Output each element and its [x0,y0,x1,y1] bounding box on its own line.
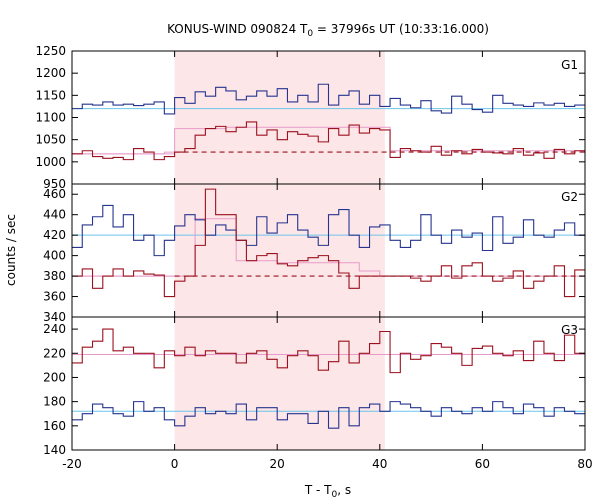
g1-ytick-label: 1200 [35,66,66,80]
chart-title: KONUS-WIND 090824 T0 = 37996s UT (10:33:… [167,22,489,39]
xtick-label: 0 [171,457,179,471]
panel-g3-frame [71,316,586,451]
g3-ytick-label: 180 [43,395,66,409]
panel-g2-series [72,188,585,298]
g2-ytick-label: 380 [43,269,66,283]
g1-ytick-label: 1000 [35,155,66,169]
g2-ytick-label: 400 [43,249,66,263]
g3-blue-histogram [72,401,585,429]
xtick-label: 60 [475,457,490,471]
panel-label-g2: G2 [561,190,578,204]
xtick-label: 80 [577,457,592,471]
xtick-label: 40 [372,457,387,471]
g2-ytick-label: 440 [43,208,66,222]
y-axis-label: counts / sec [4,214,18,286]
g2-ytick-label: 340 [43,310,66,324]
g2-blue-histogram [72,204,585,257]
g1-ytick-label: 1100 [35,111,66,125]
g1-blue-histogram [72,83,585,115]
panel-label-g3: G3 [561,323,578,337]
xtick-label: 20 [270,457,285,471]
highlight-interval [174,51,385,450]
xtick-label: -20 [62,457,82,471]
highlight-layer [174,51,385,450]
g2-ytick-label: 360 [43,290,66,304]
series-layer [72,83,585,429]
g1-ytick-label: 1150 [35,88,66,102]
g1-ytick-label: 950 [43,177,66,191]
g3-ytick-label: 160 [43,419,66,433]
g2-red-histogram [72,188,585,298]
x-axis-label: T - T0, s [304,483,351,500]
g3-ytick-label: 200 [43,370,66,384]
panel-label-g1: G1 [561,58,578,72]
panel-g3-series [72,328,585,429]
ticks-layer: 9501000105011001150120012503403603804004… [35,44,592,471]
g2-ytick-label: 420 [43,228,66,242]
panel-g1-series [72,83,585,161]
g3-ytick-label: 220 [43,346,66,360]
g1-red-histogram [72,121,585,161]
g3-ytick-label: 140 [43,443,66,457]
g1-ytick-label: 1050 [35,133,66,147]
g3-red-histogram [72,328,585,374]
g1-ytick-label: 1250 [35,44,66,58]
g2-ytick-label: 460 [43,187,66,201]
g3-ytick-label: 240 [43,322,66,336]
